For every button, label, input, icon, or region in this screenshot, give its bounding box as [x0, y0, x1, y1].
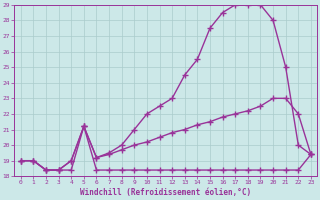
X-axis label: Windchill (Refroidissement éolien,°C): Windchill (Refroidissement éolien,°C) [80, 188, 252, 197]
